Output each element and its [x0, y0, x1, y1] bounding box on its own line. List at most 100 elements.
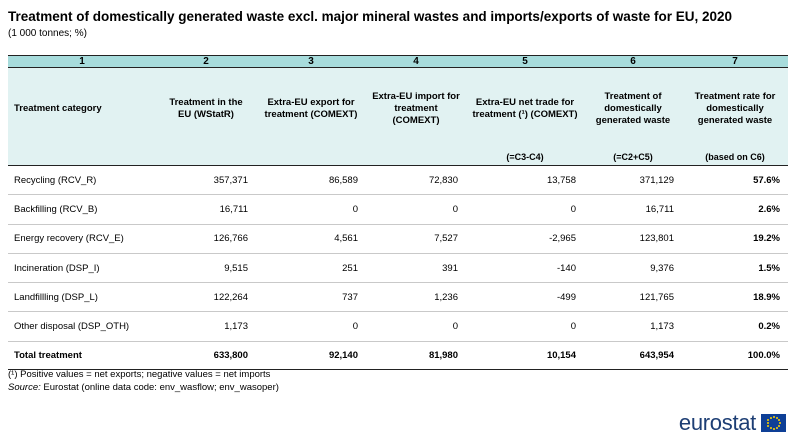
category-cell: Landfillling (DSP_L): [14, 291, 98, 303]
value-cell: 121,765: [639, 291, 674, 303]
table-row: Other disposal (DSP_OTH) 1,173 0 0 0 1,1…: [8, 312, 788, 342]
star-icon: [775, 427, 778, 430]
value-cell: 0: [452, 203, 458, 215]
value-cell: 16,711: [645, 203, 674, 215]
source-note: Source: Eurostat (online data code: env_…: [8, 382, 279, 393]
category-cell: Recycling (RCV_R): [14, 174, 97, 186]
star-icon: [777, 425, 780, 427]
formula-cell: [256, 150, 366, 166]
value-cell: 123,801: [639, 233, 674, 245]
value-cell: 1,236: [434, 291, 458, 303]
value-cell: 122,264: [213, 291, 248, 303]
category-cell: Incineration (DSP_I): [14, 262, 100, 274]
total-cell: 643,954: [639, 349, 674, 361]
star-icon: [772, 416, 775, 418]
total-label: Total treatment: [14, 349, 82, 361]
column-number: 5: [522, 56, 528, 67]
value-cell: 737: [342, 291, 358, 303]
value-cell: -2,965: [549, 233, 576, 245]
star-icon: [772, 428, 775, 430]
column-number-row: 1 2 3 4 5 6 7: [8, 55, 788, 68]
value-cell: 0: [452, 321, 458, 333]
value-cell: 13,758: [546, 174, 576, 186]
total-cell: 92,140: [328, 349, 358, 361]
value-cell: 371,129: [639, 174, 674, 186]
column-number: 6: [630, 56, 636, 67]
value-cell: 9,376: [650, 262, 674, 274]
column-header-row: Treatment category Treatment in the EU (…: [8, 67, 788, 150]
rate-cell: 19.2%: [753, 233, 780, 245]
rate-cell: 1.5%: [758, 262, 780, 274]
value-cell: 9,515: [224, 262, 248, 274]
value-cell: 0: [570, 203, 576, 215]
value-cell: 4,561: [334, 233, 358, 245]
value-cell: 1,173: [650, 321, 674, 333]
column-number: 7: [732, 56, 738, 67]
star-icon: [775, 416, 778, 419]
table-row: Recycling (RCV_R) 357,371 86,589 72,830 …: [8, 166, 788, 195]
column-header: Treatment of domestically generated wast…: [595, 90, 671, 126]
value-cell: 357,371: [213, 174, 248, 186]
rate-cell: 2.6%: [758, 203, 780, 215]
column-header: Extra-EU import for treatment (COMEXT): [372, 90, 460, 126]
value-cell: 16,711: [219, 203, 248, 215]
total-row: Total treatment 633,800 92,140 81,980 10…: [8, 341, 788, 370]
column-header: Extra-EU export for treatment (COMEXT): [264, 96, 358, 120]
rate-cell: 18.9%: [753, 291, 780, 303]
value-cell: -140: [556, 262, 576, 274]
star-icon: [766, 422, 769, 424]
formula-cell: (=C2+C5): [613, 152, 653, 163]
formula-row: (=C3-C4) (=C2+C5) (based on C6): [8, 149, 788, 166]
value-cell: -499: [556, 291, 576, 303]
star-icon: [767, 419, 770, 421]
table-row: Backfilling (RCV_B) 16,711 0 0 0 16,711 …: [8, 195, 788, 225]
formula-cell: [156, 150, 256, 166]
eurostat-logo: eurostat: [679, 410, 786, 436]
column-header: Extra-EU net trade for treatment (¹) (CO…: [472, 96, 578, 120]
table-subtitle: (1 000 tonnes; %): [8, 28, 87, 39]
table-row: Energy recovery (RCV_E) 126,766 4,561 7,…: [8, 224, 788, 254]
column-number: 1: [79, 56, 85, 67]
table-title: Treatment of domestically generated wast…: [8, 9, 733, 24]
column-header: Treatment category: [14, 102, 102, 114]
formula-cell: [8, 150, 156, 166]
value-cell: 391: [442, 262, 458, 274]
formula-cell: (based on C6): [705, 152, 765, 163]
column-number: 4: [413, 56, 419, 67]
category-cell: Other disposal (DSP_OTH): [14, 321, 130, 333]
star-icon: [777, 419, 780, 421]
source-text: Eurostat (online data code: env_wasflow;…: [40, 382, 279, 393]
footnote: (¹) Positive values = net exports; negat…: [8, 369, 271, 380]
eu-flag-icon: [761, 414, 786, 432]
value-cell: 86,589: [328, 174, 358, 186]
star-icon: [778, 422, 781, 424]
table-row: Incineration (DSP_I) 9,515 251 391 -140 …: [8, 253, 788, 283]
total-cell: 100.0%: [747, 349, 780, 361]
table-row: Landfillling (DSP_L) 122,264 737 1,236 -…: [8, 283, 788, 312]
star-icon: [769, 427, 772, 430]
value-cell: 1,173: [224, 321, 248, 333]
value-cell: 0: [570, 321, 576, 333]
total-cell: 633,800: [213, 349, 248, 361]
formula-cell: (=C3-C4): [506, 152, 544, 163]
value-cell: 0: [352, 321, 358, 333]
column-header: Treatment rate for domestically generate…: [694, 90, 776, 126]
total-cell: 10,154: [546, 349, 576, 361]
star-icon: [767, 425, 770, 427]
value-cell: 251: [342, 262, 358, 274]
value-cell: 7,527: [434, 233, 458, 245]
rate-cell: 0.2%: [758, 321, 780, 333]
source-label: Source:: [8, 382, 41, 393]
column-number: 3: [308, 56, 314, 67]
value-cell: 0: [352, 203, 358, 215]
logo-text: eurostat: [678, 410, 756, 435]
rate-cell: 57.6%: [753, 174, 780, 186]
value-cell: 126,766: [213, 233, 248, 245]
column-header: Treatment in the EU (WStatR): [169, 96, 243, 120]
total-cell: 81,980: [428, 349, 458, 361]
waste-treatment-table: 1 2 3 4 5 6 7 Treatment category Treatme…: [8, 55, 788, 370]
column-number: 2: [203, 56, 209, 67]
category-cell: Backfilling (RCV_B): [14, 203, 98, 215]
category-cell: Energy recovery (RCV_E): [14, 233, 124, 245]
value-cell: 72,830: [428, 174, 458, 186]
